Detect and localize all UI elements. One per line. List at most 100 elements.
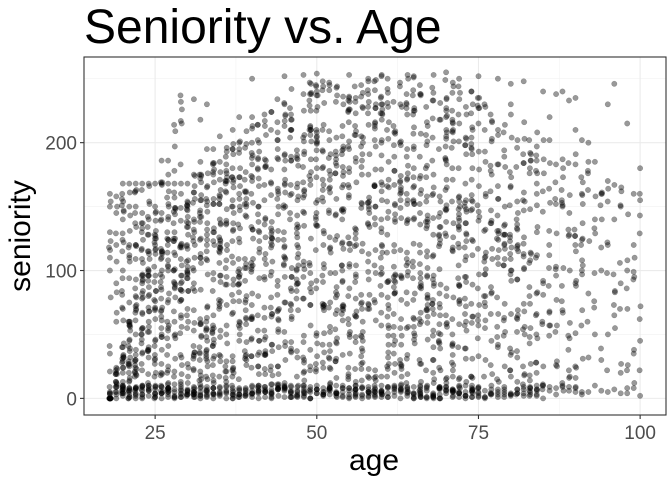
data-point <box>332 212 339 219</box>
data-point <box>204 208 211 215</box>
data-point <box>352 386 359 393</box>
data-point <box>236 203 243 210</box>
data-point <box>423 225 430 232</box>
data-point <box>138 245 145 252</box>
data-point <box>359 89 366 96</box>
data-point <box>204 231 210 238</box>
data-point <box>274 137 281 144</box>
data-point <box>171 189 178 196</box>
data-point <box>430 369 437 376</box>
data-point <box>288 316 295 323</box>
data-point <box>210 225 217 232</box>
data-point <box>229 385 236 392</box>
data-point <box>217 220 224 227</box>
data-point <box>120 390 127 397</box>
data-point <box>468 134 475 141</box>
data-point <box>113 378 119 385</box>
data-point <box>365 389 372 395</box>
data-point <box>190 391 197 398</box>
data-point <box>319 272 326 279</box>
data-point <box>390 263 397 270</box>
data-point <box>500 317 507 324</box>
data-point <box>139 325 146 332</box>
data-point <box>216 373 223 380</box>
data-point <box>152 382 159 389</box>
data-point <box>404 217 411 224</box>
data-point <box>345 143 352 150</box>
data-point <box>566 373 573 380</box>
data-point <box>106 395 113 402</box>
data-point <box>191 394 198 401</box>
data-point <box>295 244 302 251</box>
x-tick-label: 25 <box>145 423 166 444</box>
data-point <box>204 271 211 278</box>
data-point <box>443 176 450 183</box>
data-point <box>126 394 133 401</box>
data-point <box>293 281 300 288</box>
data-point <box>487 188 494 195</box>
data-point <box>184 199 191 206</box>
data-point <box>185 288 192 294</box>
data-point <box>151 343 158 349</box>
data-point <box>417 389 424 395</box>
data-point <box>385 279 391 285</box>
data-point <box>236 195 243 202</box>
data-point <box>203 348 210 355</box>
data-point <box>397 79 403 86</box>
data-point <box>437 236 444 243</box>
data-point <box>604 178 611 184</box>
data-point <box>507 111 514 118</box>
data-point <box>216 389 223 395</box>
data-point <box>139 367 146 374</box>
data-point <box>132 188 139 195</box>
data-point <box>152 390 159 397</box>
data-point <box>249 152 256 159</box>
data-point <box>224 242 230 248</box>
y-tick-label: 200 <box>45 134 77 155</box>
data-point <box>475 183 482 190</box>
data-point <box>339 164 346 170</box>
data-point <box>372 247 379 254</box>
data-point <box>120 353 127 360</box>
data-point <box>275 382 281 389</box>
data-point <box>313 330 320 337</box>
data-point <box>487 362 494 369</box>
data-point <box>333 355 340 362</box>
data-point <box>248 155 255 161</box>
data-point <box>333 289 339 296</box>
data-point <box>423 367 429 374</box>
data-point <box>139 220 146 227</box>
data-point <box>256 249 263 256</box>
data-point <box>183 392 190 399</box>
data-point <box>120 354 127 361</box>
data-point <box>384 373 391 380</box>
data-point <box>119 305 126 312</box>
data-point <box>236 239 243 246</box>
data-point <box>281 385 288 392</box>
data-point <box>198 383 204 390</box>
data-point <box>566 319 573 326</box>
data-point <box>190 343 197 349</box>
data-point <box>145 216 152 223</box>
data-point <box>403 220 410 227</box>
data-point <box>106 395 113 402</box>
data-point <box>261 117 268 124</box>
data-point <box>288 153 295 160</box>
data-point <box>132 391 139 398</box>
data-point <box>572 248 579 255</box>
data-point <box>410 390 417 397</box>
data-point <box>139 277 146 284</box>
data-point <box>301 382 307 389</box>
data-point <box>410 143 417 150</box>
data-point <box>262 250 269 257</box>
data-point <box>372 389 378 395</box>
data-point <box>281 243 288 250</box>
data-point <box>364 87 371 94</box>
data-point <box>229 391 236 398</box>
data-point <box>276 305 282 312</box>
data-point <box>275 326 282 333</box>
data-point <box>216 133 223 140</box>
data-point <box>534 224 541 230</box>
data-point <box>158 325 165 332</box>
data-point <box>334 83 341 90</box>
